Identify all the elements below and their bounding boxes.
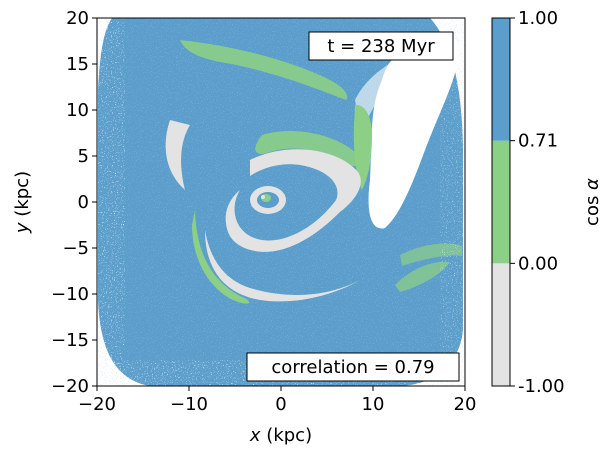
y-tick-label: 0: [78, 192, 89, 213]
correlation-label: correlation = 0.79: [271, 357, 434, 378]
colorbar: -1.00 0.00 0.71 1.00: [491, 8, 565, 397]
heatmap-image: [97, 18, 465, 386]
y-tick-label: 5: [78, 146, 89, 167]
y-tick-label: −15: [51, 330, 89, 351]
correlation-annotation: correlation = 0.79: [246, 352, 460, 382]
x-tick-label: 10: [362, 394, 385, 415]
y-tick-label: 10: [66, 100, 89, 121]
colorbar-frame: [491, 17, 511, 387]
colorbar-label: cos α: [582, 178, 603, 226]
region-anti-aligned-left-arm: [165, 120, 190, 190]
x-tick-label: −10: [170, 394, 208, 415]
y-axis-label-symbol: y: [12, 222, 33, 234]
y-tick-label: 15: [66, 54, 89, 75]
y-axis: −20 −15 −10 −5 0 5 10 15 20: [51, 8, 97, 397]
colorbar-tick-label: 1.00: [518, 8, 558, 29]
colorbar-tick-label: 0.00: [518, 253, 558, 274]
y-tick-label: −5: [62, 238, 89, 259]
x-axis-label: x (kpc): [249, 425, 312, 446]
colorbar-band: [492, 140, 510, 264]
y-tick-label: −10: [51, 284, 89, 305]
y-tick-label: −20: [51, 376, 89, 397]
y-axis-label-unit: (kpc): [12, 171, 33, 223]
region-no-data-arm: [368, 39, 459, 229]
x-tick-label: 0: [275, 394, 286, 415]
time-annotation: t = 238 Myr: [308, 31, 454, 61]
colorbar-tick-label: 0.71: [518, 131, 558, 152]
region-partial-lower-arm: [192, 210, 250, 304]
region-partial-right-strip: [353, 104, 372, 190]
y-tick-label: 20: [66, 8, 89, 29]
colorbar-band: [492, 18, 510, 141]
central-swirl: [250, 186, 286, 214]
left-edge-noise: [97, 18, 125, 386]
colorbar-tick-label: -1.00: [518, 376, 565, 397]
region-partial-lower-right-arm: [395, 261, 450, 292]
time-label: t = 238 Myr: [327, 36, 435, 57]
right-edge-noise: [440, 18, 465, 386]
region-partial-outer-arm: [180, 40, 348, 100]
colorbar-band: [492, 263, 510, 386]
region-anti-aligned-arm: [225, 149, 361, 252]
x-axis-label-unit: (kpc): [266, 425, 312, 446]
y-axis-label: y (kpc): [12, 171, 33, 234]
x-axis: −20 −10 0 10 20: [78, 386, 476, 415]
x-tick-label: 20: [454, 394, 477, 415]
x-tick-label: −20: [78, 394, 116, 415]
region-partial-spiral-arm: [255, 131, 360, 167]
